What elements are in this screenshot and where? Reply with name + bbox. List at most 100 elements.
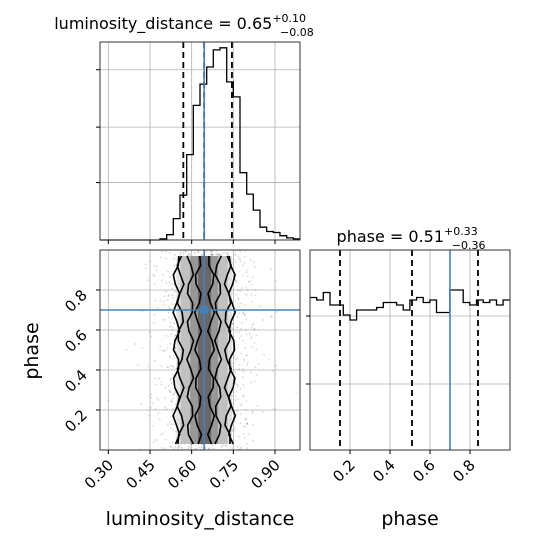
scatter-point [248,281,250,283]
scatter-point [241,322,244,324]
scatter-point [241,274,244,276]
scatter-point [165,290,167,293]
scatter-point [274,280,277,282]
scatter-point [166,299,169,301]
scatter-point [263,353,265,356]
scatter-point [238,435,240,438]
scatter-point [168,281,170,284]
x-tick-label: 0.30 [81,456,117,492]
scatter-point [250,294,253,296]
scatter-point [245,269,248,272]
scatter-point [171,287,174,290]
scatter-point [211,253,214,256]
scatter-point [243,359,246,362]
scatter-point [187,447,190,450]
scatter-point [159,433,162,436]
scatter-point [251,423,254,426]
scatter-point [169,325,172,328]
scatter-point [164,406,167,409]
scatter-point [237,258,240,260]
scatter-point [231,428,234,431]
density-contour-line [206,255,216,445]
scatter-point [145,263,147,266]
scatter-point [150,335,153,338]
scatter-point [245,272,248,274]
scatter-point [159,299,162,302]
scatter-point [232,275,234,277]
scatter-point [197,251,200,254]
scatter-point [255,334,258,337]
scatter-point [172,392,175,395]
scatter-point [234,254,237,256]
scatter-point [235,280,238,283]
scatter-point [171,411,174,414]
scatter-point [242,425,245,428]
scatter-point [235,391,238,393]
scatter-point [262,319,264,321]
scatter-point [174,349,177,352]
scatter-point [164,447,167,449]
scatter-point [218,253,221,256]
scatter-point [153,265,156,267]
scatter-point [162,274,164,276]
scatter-point [211,254,214,257]
scatter-point [167,306,170,308]
scatter-point [163,303,166,306]
scatter-point [170,377,172,380]
scatter-point [252,323,255,325]
scatter-point [171,329,174,332]
scatter-point [170,400,173,402]
scatter-point [239,250,242,253]
scatter-point [242,264,244,267]
scatter-point [244,418,247,421]
scatter-point [237,298,240,300]
scatter-point [156,306,159,309]
scatter-point [160,279,163,282]
scatter-point [240,403,243,405]
scatter-point [237,398,240,401]
scatter-point [245,286,248,289]
scatter-point [188,253,191,256]
scatter-point [270,268,272,271]
scatter-point [165,257,168,260]
scatter-point [154,359,156,362]
scatter-point [156,265,158,268]
scatter-point [220,254,223,256]
scatter-point [158,377,160,380]
y-tick-label: 0.8 [61,286,91,316]
scatter-point [171,382,173,385]
scatter-point [172,408,175,411]
scatter-point [154,377,157,380]
scatter-point [160,365,163,367]
scatter-point [173,264,176,267]
scatter-point [161,250,163,253]
scatter-point [232,335,235,338]
scatter-point [160,383,163,386]
scatter-point [250,371,253,374]
scatter-point [164,396,167,399]
scatter-point [243,313,246,316]
scatter-point [251,345,254,348]
scatter-point [267,358,270,361]
scatter-point [167,270,169,273]
scatter-point [251,324,254,327]
x-tick-label: 0.75 [206,456,242,492]
scatter-point [234,279,237,281]
scatter-point [233,258,235,261]
scatter-point [147,365,150,368]
scatter-point [172,423,175,426]
scatter-point [107,399,110,402]
scatter-point [147,415,150,417]
scatter-point [198,446,201,449]
scatter-point [240,446,242,449]
scatter-point [162,300,165,303]
scatter-point [250,326,253,329]
scatter-point [234,399,237,401]
scatter-point [140,402,143,405]
scatter-point [169,276,171,279]
scatter-point [232,391,235,393]
scatter-point [246,361,249,364]
y-tick-label: 0.6 [61,326,91,356]
scatter-point [239,387,242,390]
scatter-point [174,446,177,449]
